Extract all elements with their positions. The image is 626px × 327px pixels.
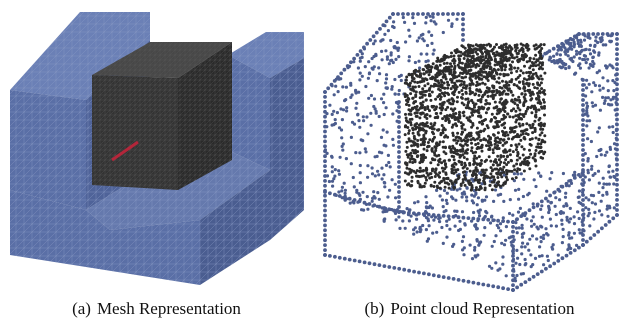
mesh-figure — [10, 12, 304, 285]
point-cloud — [323, 12, 619, 292]
caption-a: (a) Mesh Representation — [0, 299, 313, 319]
point-cloud-figure — [323, 12, 619, 292]
panel-mesh: (a) Mesh Representation — [0, 12, 313, 319]
inner-cube — [92, 42, 232, 190]
caption-b: (b) Point cloud Representation — [313, 299, 626, 319]
caption-b-tag: (b) — [364, 299, 385, 318]
panel-point-cloud: (b) Point cloud Representation — [313, 0, 626, 327]
crack-marker — [111, 140, 139, 162]
caption-a-tag: (a) — [72, 299, 91, 318]
caption-b-text: Point cloud Representation — [390, 299, 575, 318]
caption-a-text: Mesh Representation — [96, 299, 241, 318]
